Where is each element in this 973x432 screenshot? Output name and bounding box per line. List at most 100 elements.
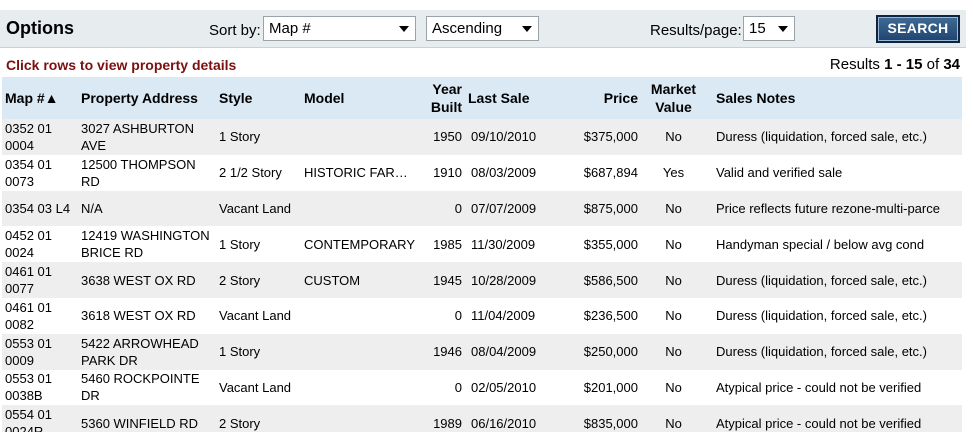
table-header-row: Map #▲ Property Address Style Model Year… — [2, 77, 962, 119]
cell-style: 1 Story — [219, 129, 261, 145]
cell-last-sale: 10/28/2009 — [471, 272, 537, 288]
cell-map: 0554 01 0024R — [5, 407, 52, 432]
chevron-down-icon — [778, 26, 788, 32]
cell-price: $236,500 — [583, 308, 638, 324]
cell-year-built: 0 — [454, 200, 462, 216]
cell-market-value: No — [665, 379, 682, 395]
cell-sales-notes: Atypical price - could not be verified — [716, 379, 922, 395]
column-header-market-value[interactable]: Market Value — [650, 81, 697, 115]
table-row[interactable]: 0354 03 L4 N/A Vacant Land 0 07/07/2009 $875,… — [2, 190, 962, 227]
cell-market-value: Yes — [662, 165, 685, 181]
results-sep: - — [892, 56, 906, 73]
cell-map: 0452 01 0024 — [5, 228, 52, 261]
cell-address: 12419 WASHINGTON BRICE RD — [81, 228, 210, 261]
column-header-price[interactable]: Price — [603, 90, 638, 106]
options-title: Options — [6, 18, 74, 38]
cell-last-sale: 07/07/2009 — [471, 200, 537, 216]
cell-sales-notes: Duress (liquidation, forced sale, etc.) — [716, 129, 927, 145]
cell-sales-notes: Price reflects future rezone-multi-parce — [716, 200, 940, 216]
cell-price: $835,000 — [583, 415, 638, 431]
results-per-page-value: 15 — [749, 20, 766, 37]
cell-last-sale: 08/04/2009 — [471, 344, 537, 360]
cell-sales-notes: Duress (liquidation, forced sale, etc.) — [716, 344, 927, 360]
cell-market-value: No — [665, 200, 682, 216]
table-row[interactable]: 0352 01 0004 3027 ASHBURTON AVE 1 Story 195… — [2, 119, 962, 155]
cell-style: Vacant Land — [219, 308, 292, 324]
table-row[interactable]: 0461 01 0077 3638 WEST OX RD 2 Story CUSTOM… — [2, 262, 962, 298]
cell-market-value: No — [665, 272, 682, 288]
cell-year-built: 1989 — [433, 415, 462, 431]
column-header-style[interactable]: Style — [219, 90, 253, 106]
chevron-down-icon — [522, 26, 532, 32]
table-row[interactable]: 0354 01 0073 12500 THOMPSON RD 2 1/2 Story… — [2, 154, 962, 191]
cell-style: 2 Story — [219, 415, 261, 431]
column-header-sales-notes[interactable]: Sales Notes — [716, 90, 796, 106]
results-of: of — [922, 56, 944, 73]
cell-sales-notes: Duress (liquidation, forced sale, etc.) — [716, 272, 927, 288]
column-header-last-sale[interactable]: Last Sale — [468, 90, 530, 106]
sort-by-label: Sort by: — [209, 22, 261, 39]
cell-address: 5422 ARROWHEAD PARK DR — [81, 335, 199, 368]
sort-order-value: Ascending — [432, 20, 503, 37]
cell-model — [295, 370, 421, 406]
cell-map: 0553 01 0009 — [5, 335, 52, 368]
cell-style: 2 1/2 Story — [219, 165, 282, 181]
cell-price: $875,000 — [583, 200, 638, 216]
results-table: Map #▲ Property Address Style Model Year… — [2, 77, 962, 432]
cell-last-sale: 11/30/2009 — [471, 236, 536, 252]
results-total: 34 — [943, 56, 960, 73]
results-per-page-label: Results/page: — [650, 22, 742, 39]
cell-sales-notes: Duress (liquidation, forced sale, etc.) — [716, 308, 927, 324]
cell-sales-notes: Handyman special / below avg cond — [716, 236, 925, 252]
column-header-map[interactable]: Map #▲ — [5, 90, 59, 106]
column-header-address[interactable]: Property Address — [81, 90, 198, 106]
cell-year-built: 0 — [454, 379, 462, 395]
cell-style: 1 Story — [219, 236, 261, 252]
sort-order-select[interactable]: Ascending — [426, 16, 539, 41]
cell-price: $250,000 — [583, 344, 638, 360]
cell-style: Vacant Land — [219, 200, 292, 216]
column-header-model[interactable]: Model — [304, 90, 345, 106]
column-header-year-built[interactable]: Year Built — [430, 81, 462, 115]
cell-model — [295, 191, 421, 227]
cell-year-built: 1985 — [433, 236, 462, 252]
cell-year-built: 0 — [454, 308, 462, 324]
cell-year-built: 1910 — [433, 165, 462, 181]
table-row[interactable]: 0452 01 0024 12419 WASHINGTON BRICE RD 1 S… — [2, 226, 962, 263]
cell-map: 0352 01 0004 — [5, 120, 52, 153]
cell-address: 3618 WEST OX RD — [81, 308, 196, 324]
results-prefix: Results — [829, 56, 885, 73]
cell-address: N/A — [81, 200, 103, 216]
cell-last-sale: 11/04/2009 — [471, 308, 536, 324]
cell-last-sale: 08/03/2009 — [471, 165, 537, 181]
sort-by-select[interactable]: Map # — [263, 16, 416, 41]
results-from: 1 — [884, 56, 893, 73]
cell-address: 3027 ASHBURTON AVE — [81, 120, 194, 153]
cell-sales-notes: Valid and verified sale — [716, 165, 843, 181]
cell-last-sale: 09/10/2010 — [471, 129, 537, 145]
cell-address: 3638 WEST OX RD — [81, 272, 196, 288]
cell-price: $687,894 — [583, 165, 638, 181]
cell-style: Vacant Land — [219, 379, 292, 395]
search-button[interactable]: SEARCH — [876, 15, 960, 43]
cell-map: 0553 01 0038B — [5, 371, 52, 404]
cell-map: 0461 01 0077 — [5, 264, 52, 297]
cell-map: 0354 03 L4 — [5, 200, 71, 216]
cell-map: 0461 01 0082 — [5, 299, 52, 332]
table-row[interactable]: 0461 01 0082 3618 WEST OX RD Vacant Land 0 1… — [2, 297, 962, 334]
cell-price: $201,000 — [583, 379, 638, 395]
cell-sales-notes: Atypical price - could not be verified — [716, 415, 922, 431]
cell-address: 5460 ROCKPOINTE DR — [81, 371, 200, 404]
cell-market-value: No — [665, 415, 682, 431]
table-row[interactable]: 0554 01 0024R 5360 WINFIELD RD 2 Story 1989… — [2, 405, 962, 432]
cell-market-value: No — [665, 308, 682, 324]
table-row[interactable]: 0553 01 0038B 5460 ROCKPOINTE DR Vacant La… — [2, 369, 962, 406]
top-strip — [0, 0, 973, 10]
cell-style: 1 Story — [219, 344, 261, 360]
cell-model: CUSTOM — [304, 272, 361, 288]
table-row[interactable]: 0553 01 0009 5422 ARROWHEAD PARK DR 1 Stor… — [2, 333, 962, 370]
cell-address: 5360 WINFIELD RD — [81, 415, 199, 431]
results-per-page-select[interactable]: 15 — [743, 16, 795, 41]
cell-year-built: 1946 — [433, 344, 462, 360]
cell-market-value: No — [665, 344, 682, 360]
